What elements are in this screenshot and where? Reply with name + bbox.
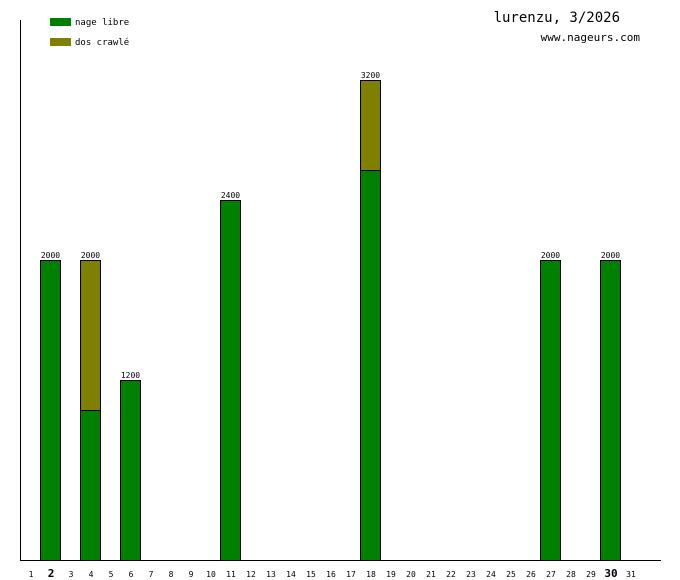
- data-label-day-2: 2000: [41, 251, 60, 260]
- x-tick-label-16: 16: [326, 570, 336, 579]
- x-tick-label-26: 26: [526, 570, 536, 579]
- x-tick-label-31: 31: [626, 570, 636, 579]
- x-tick-label-30: 30: [604, 567, 617, 580]
- x-tick-label-14: 14: [286, 570, 296, 579]
- x-tick-label-4: 4: [89, 570, 94, 579]
- x-tick-label-15: 15: [306, 570, 316, 579]
- x-tick-label-19: 19: [386, 570, 396, 579]
- x-tick-label-9: 9: [189, 570, 194, 579]
- x-tick-label-11: 11: [226, 570, 236, 579]
- legend-swatch-dos-crawle: [50, 38, 71, 46]
- bar-nage-libre-day-4: [80, 410, 101, 561]
- bar-nage-libre-day-11: [220, 200, 241, 561]
- chart-title: lurenzu, 3/2026: [494, 10, 620, 26]
- bar-nage-libre-day-18: [360, 170, 381, 561]
- x-tick-label-22: 22: [446, 570, 456, 579]
- x-tick-label-13: 13: [266, 570, 276, 579]
- x-tick-label-7: 7: [149, 570, 154, 579]
- data-label-day-18: 3200: [361, 71, 380, 80]
- x-tick-label-24: 24: [486, 570, 496, 579]
- x-tick-label-23: 23: [466, 570, 476, 579]
- x-tick-label-27: 27: [546, 570, 556, 579]
- data-labels: 2000 2000 1200 2400 3200 2000 2000: [41, 71, 620, 380]
- bar-nage-libre-day-27: [540, 260, 561, 561]
- x-tick-label-21: 21: [426, 570, 436, 579]
- bar-dos-crawlé-day-18: [360, 80, 381, 171]
- bar-nage-libre-day-30: [600, 260, 621, 561]
- x-tick-label-20: 20: [406, 570, 416, 579]
- legend-label-dos-crawle: dos crawlé: [75, 37, 129, 48]
- data-label-day-27: 2000: [541, 251, 560, 260]
- x-tick-label-29: 29: [586, 570, 596, 579]
- x-tick-label-17: 17: [346, 570, 356, 579]
- x-tick-label-12: 12: [246, 570, 256, 579]
- bar-dos-crawlé-day-4: [80, 260, 101, 411]
- x-tick-label-10: 10: [206, 570, 216, 579]
- x-tick-label-5: 5: [109, 570, 114, 579]
- site-url: www.nageurs.com: [541, 31, 641, 44]
- x-tick-label-8: 8: [169, 570, 174, 579]
- x-tick-label-2: 2: [48, 567, 55, 580]
- bar-nage-libre-day-2: [40, 260, 61, 561]
- legend: nage libre dos crawlé: [50, 18, 129, 48]
- x-tick-label-25: 25: [506, 570, 516, 579]
- bar-nage-libre-day-6: [120, 380, 141, 561]
- data-label-day-6: 1200: [121, 371, 140, 380]
- data-label-day-11: 2400: [221, 191, 240, 200]
- legend-swatch-nage-libre: [50, 18, 71, 26]
- data-label-day-4: 2000: [81, 251, 100, 260]
- x-tick-label-18: 18: [366, 570, 376, 579]
- x-tick-label-3: 3: [69, 570, 74, 579]
- x-tick-labels: 1 2 3 4 5 6 7 8 9 10 11 12 13 14 15 16 17 18 19 20 21 22 23 24 2…: [29, 567, 636, 580]
- x-tick-label-6: 6: [129, 570, 134, 579]
- x-tick-label-28: 28: [566, 570, 576, 579]
- bars: [40, 80, 621, 561]
- legend-label-nage-libre: nage libre: [75, 18, 129, 28]
- x-tick-label-1: 1: [29, 570, 34, 579]
- data-label-day-30: 2000: [601, 251, 620, 260]
